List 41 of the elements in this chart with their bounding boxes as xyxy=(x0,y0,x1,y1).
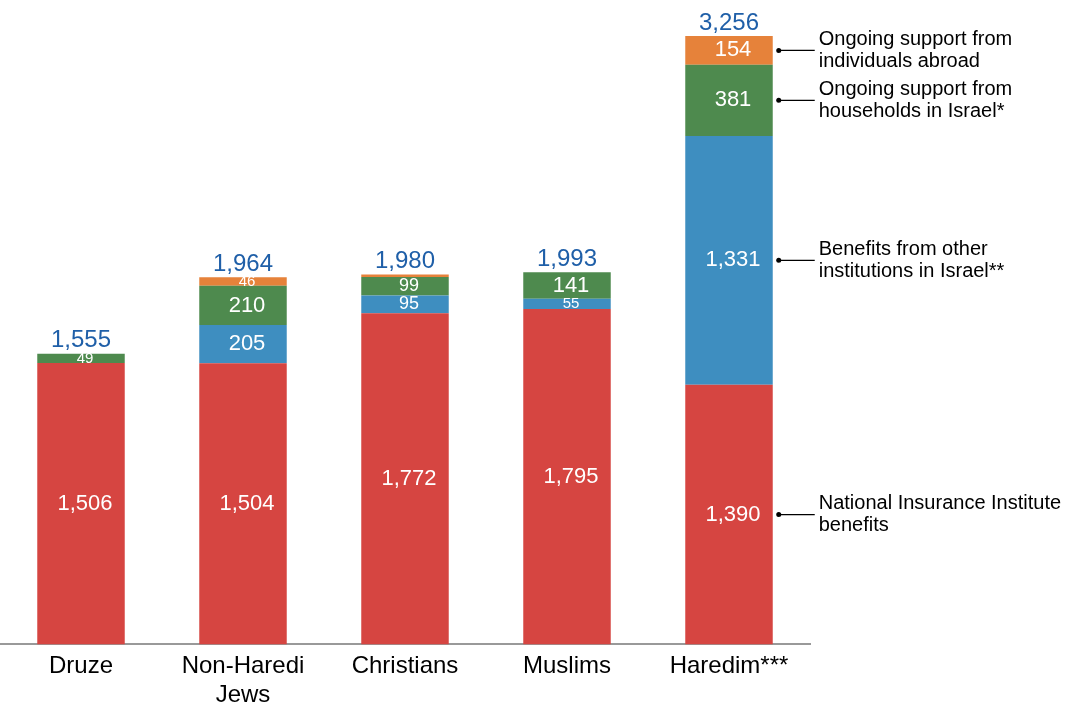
data-label: 1,504 xyxy=(219,489,275,515)
bar xyxy=(361,277,449,296)
bar xyxy=(361,313,449,645)
bar xyxy=(199,363,287,645)
x-tick-label: Druze xyxy=(48,651,114,679)
total-label: 1,993 xyxy=(536,244,598,271)
bar xyxy=(523,272,611,299)
x-tick-label: Haredim*** xyxy=(669,651,789,679)
data-label: 210 xyxy=(228,291,266,317)
bar xyxy=(685,384,773,645)
x-tick-label: Muslims xyxy=(523,651,611,679)
data-label: 95 xyxy=(398,293,420,314)
x-tick-label: Non-Haredi Jews xyxy=(181,651,305,708)
bar xyxy=(37,363,125,645)
data-label: 1,390 xyxy=(705,500,761,526)
bar xyxy=(199,277,287,286)
x-tick-label: Christians xyxy=(351,651,459,679)
data-label: 381 xyxy=(714,86,752,112)
bar xyxy=(685,135,773,385)
text: Ongoing support from households in Israel* xyxy=(818,76,1013,121)
total-label: 3,256 xyxy=(698,7,760,35)
total-label: 1,964 xyxy=(212,248,274,276)
data-label: 1,506 xyxy=(57,489,113,515)
bar xyxy=(685,36,773,65)
bar xyxy=(685,64,773,136)
text: Ongoing support from individuals abroad xyxy=(818,26,1013,71)
data-label: 1,772 xyxy=(381,464,437,490)
total-label: 1,980 xyxy=(374,246,436,274)
data-label: 154 xyxy=(714,36,752,62)
data-label: 141 xyxy=(552,271,590,297)
bar xyxy=(199,285,287,326)
text: National Insurance Institute benefits xyxy=(818,491,1062,536)
bar xyxy=(199,325,287,364)
data-label: 1,331 xyxy=(705,246,761,272)
bar xyxy=(523,309,611,645)
data-label: 205 xyxy=(228,330,266,356)
data-label: 99 xyxy=(398,275,420,296)
bar xyxy=(361,274,449,278)
data-label: 1,795 xyxy=(543,462,599,488)
data-label: 55 xyxy=(562,294,580,311)
text: Benefits from other institutions in Israel** xyxy=(818,236,1005,281)
